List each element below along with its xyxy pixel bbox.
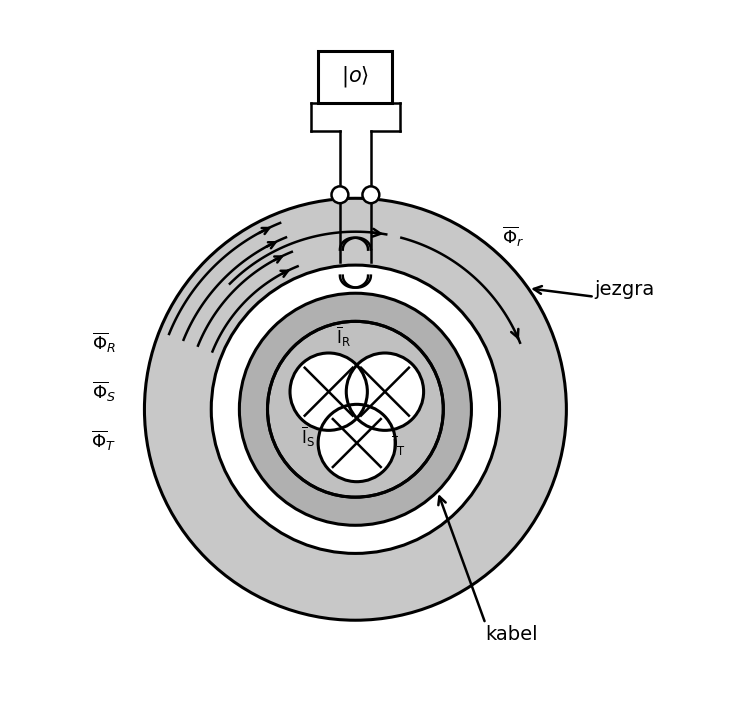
Circle shape bbox=[145, 198, 566, 621]
Circle shape bbox=[212, 265, 499, 554]
Circle shape bbox=[362, 186, 380, 203]
Text: kabel: kabel bbox=[486, 625, 538, 644]
Circle shape bbox=[267, 321, 444, 497]
Text: jezgra: jezgra bbox=[595, 280, 655, 299]
Text: $\mathregular{\overline{I}_R}$: $\mathregular{\overline{I}_R}$ bbox=[336, 325, 351, 349]
Circle shape bbox=[239, 293, 471, 525]
Circle shape bbox=[318, 405, 395, 481]
Text: $\overline{\Phi}_R$: $\overline{\Phi}_R$ bbox=[93, 330, 116, 354]
Text: $\mathregular{\overline{I}_T}$: $\mathregular{\overline{I}_T}$ bbox=[391, 434, 405, 458]
Circle shape bbox=[267, 321, 444, 497]
Circle shape bbox=[331, 186, 349, 203]
Text: $|o\rangle$: $|o\rangle$ bbox=[341, 64, 370, 90]
Text: $\mathregular{\overline{I}_S}$: $\mathregular{\overline{I}_S}$ bbox=[300, 425, 315, 450]
Text: $\overline{\Phi}_T$: $\overline{\Phi}_T$ bbox=[91, 429, 116, 453]
Text: $\overline{\Phi}_r$: $\overline{\Phi}_r$ bbox=[502, 225, 525, 249]
Circle shape bbox=[290, 353, 367, 431]
FancyBboxPatch shape bbox=[319, 51, 392, 103]
Circle shape bbox=[346, 353, 424, 431]
Text: $\overline{\Phi}_S$: $\overline{\Phi}_S$ bbox=[93, 379, 116, 404]
